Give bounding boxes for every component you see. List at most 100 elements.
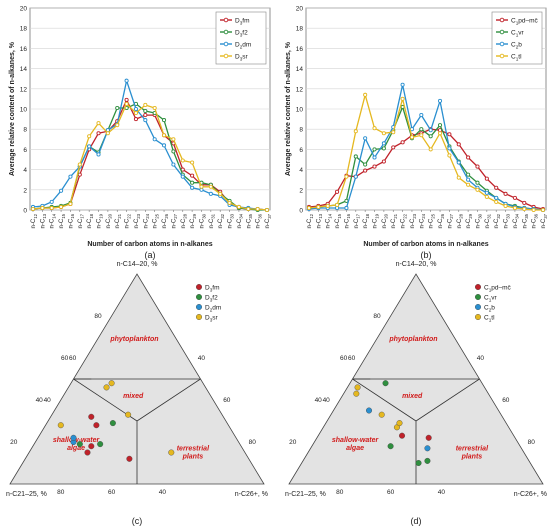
boundary-line xyxy=(352,378,417,422)
x-tick-label: n-C14 xyxy=(50,213,57,228)
y-tick-label: 16 xyxy=(296,46,304,53)
data-point xyxy=(57,422,64,429)
data-point xyxy=(344,174,349,179)
data-point xyxy=(381,131,386,136)
tick-label: 60 xyxy=(69,355,77,362)
tick-label: 40 xyxy=(477,355,485,362)
x-tick-label: n-C29 xyxy=(190,213,197,228)
legend-label: C1vr xyxy=(511,30,525,38)
x-tick-label: n-C15 xyxy=(335,213,342,228)
data-point xyxy=(115,123,120,128)
x-tick-label: n-C33 xyxy=(228,213,235,228)
x-tick-label: n-C26 xyxy=(438,213,445,228)
data-point xyxy=(87,144,92,149)
y-tick-label: 14 xyxy=(20,66,28,73)
region-label: mixed xyxy=(123,393,144,400)
tick-label: 60 xyxy=(223,397,231,404)
legend-marker xyxy=(223,53,229,59)
tick-label: 40 xyxy=(159,489,167,496)
x-tick-label: n-C20 xyxy=(106,213,113,228)
data-point xyxy=(372,147,377,152)
x-tick-label: n-C36 xyxy=(256,213,263,228)
x-tick-label: n-C25 xyxy=(429,213,436,228)
data-point xyxy=(59,204,64,210)
data-point xyxy=(387,443,394,450)
x-tick-label: n-C29 xyxy=(466,213,473,228)
x-tick-label: n-C34 xyxy=(237,213,244,228)
legend-marker xyxy=(499,41,505,47)
legend-label: C1tl xyxy=(484,315,495,323)
tick-label: 80 xyxy=(373,313,381,320)
tick-label: 60 xyxy=(387,489,395,496)
panel-label: (b) xyxy=(421,250,432,260)
legend-marker xyxy=(223,41,229,47)
x-tick-label: n-C30 xyxy=(475,213,482,228)
y-tick-label: 4 xyxy=(23,167,27,174)
x-tick-label: n-C12 xyxy=(307,213,314,228)
data-point xyxy=(353,154,358,159)
region-label: mixed xyxy=(402,393,423,400)
line-chart-b: 02468101214161820n-C12n-C13n-C14n-C15n-C… xyxy=(285,6,548,261)
axis-label-right: n-C26+, % xyxy=(514,491,547,498)
legend-marker xyxy=(195,284,202,291)
data-point xyxy=(133,110,139,116)
x-tick-label: n-C24 xyxy=(143,213,150,228)
legend-marker xyxy=(195,314,202,321)
legend-marker xyxy=(475,314,482,321)
tick-label: 60 xyxy=(340,355,348,362)
legend-label: D3sr xyxy=(205,315,219,323)
tick-label: 20 xyxy=(10,439,18,446)
x-tick-label: n-C37 xyxy=(541,213,548,228)
tick-label: 80 xyxy=(249,439,257,446)
data-point xyxy=(484,194,489,199)
data-point xyxy=(68,174,73,179)
data-point xyxy=(180,174,185,179)
data-point xyxy=(381,141,386,146)
tick-label: 40 xyxy=(198,355,206,362)
y-tick-label: 6 xyxy=(23,147,27,154)
axis-label-right: n-C26+, % xyxy=(235,491,268,498)
y-tick-label: 6 xyxy=(299,147,303,154)
tick-label: 60 xyxy=(61,355,69,362)
data-point xyxy=(30,206,36,212)
legend-marker xyxy=(195,294,202,301)
x-tick-label: n-C36 xyxy=(532,213,539,228)
data-point xyxy=(108,380,115,387)
axis-label-top: n-C14–20, % xyxy=(117,261,158,268)
legend-label: C1vr xyxy=(484,295,498,303)
y-axis-label: Average relative content of n-alkanes, % xyxy=(9,41,16,176)
data-point xyxy=(152,137,157,142)
data-point xyxy=(77,162,82,167)
data-point xyxy=(424,457,431,464)
data-point xyxy=(391,130,396,135)
data-point xyxy=(424,445,431,452)
data-point xyxy=(190,180,195,185)
region-label: phytoplankton xyxy=(388,336,437,343)
data-point xyxy=(218,191,223,196)
x-tick-label: n-C32 xyxy=(494,213,501,228)
series-line-D3sr xyxy=(32,102,268,211)
data-point xyxy=(494,195,499,200)
x-tick-label: n-C35 xyxy=(522,213,529,228)
tick-label: 40 xyxy=(323,397,331,404)
axis-label-left: n-C21–25, % xyxy=(6,491,47,498)
data-point xyxy=(447,153,452,158)
data-point xyxy=(475,180,480,185)
tick-label: 60 xyxy=(108,489,116,496)
y-tick-label: 8 xyxy=(23,127,27,134)
data-point xyxy=(96,121,101,126)
data-point xyxy=(171,137,176,142)
x-tick-label: n-C37 xyxy=(265,213,272,228)
data-point xyxy=(437,123,443,128)
data-point xyxy=(503,203,508,209)
region-label: plants xyxy=(461,453,483,460)
region-label: phytoplankton xyxy=(109,336,158,343)
tick-label: 40 xyxy=(36,397,44,404)
data-point xyxy=(143,113,148,118)
tick-label: 40 xyxy=(315,397,323,404)
data-point xyxy=(105,131,110,136)
y-tick-label: 12 xyxy=(20,86,28,93)
x-tick-label: n-C13 xyxy=(40,213,47,228)
data-point xyxy=(353,129,358,134)
